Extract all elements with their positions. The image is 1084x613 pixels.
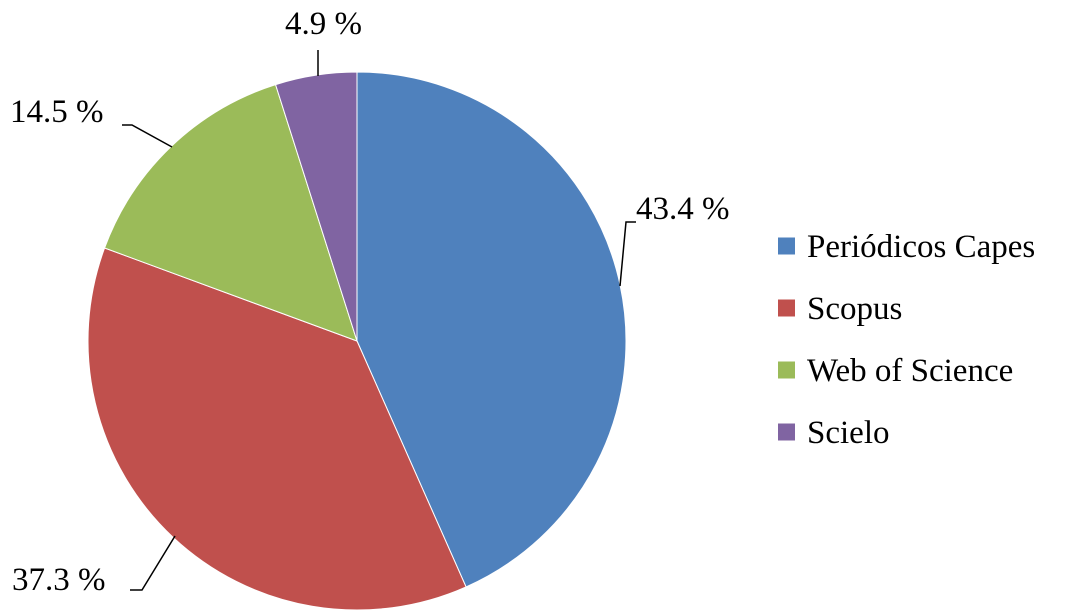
leader-line-web-of-science	[122, 124, 173, 148]
leader-line-scopus	[130, 535, 176, 591]
legend-swatch-scielo	[778, 423, 795, 441]
legend-swatch-periodicos-capes	[778, 237, 795, 255]
leader-lines	[122, 50, 636, 591]
legend-label-scielo: Scielo	[807, 415, 889, 451]
pie-slice-scielo	[274, 71, 358, 342]
legend-swatch-scopus	[778, 299, 795, 317]
legend-label-web-of-science: Web of Science	[807, 353, 1013, 389]
legend-label-periodicos-capes: Periódicos Capes	[807, 229, 1035, 265]
leader-line-periodicos-capes	[619, 221, 636, 287]
data-label-web-of-science: 14.5 %	[10, 94, 104, 130]
legend-swatch-web-of-science	[778, 361, 795, 379]
data-label-scopus: 37.3 %	[12, 562, 106, 598]
legend: Periódicos Capes Scopus Web of Science Scie…	[778, 229, 1035, 451]
pie-slice-scopus	[87, 247, 467, 611]
legend-label-scopus: Scopus	[807, 291, 902, 327]
data-labels: 43.4 % 37.3 % 14.5 % 4.9 %	[10, 6, 730, 598]
data-label-periodicos-capes: 43.4 %	[636, 191, 730, 227]
data-label-scielo: 4.9 %	[285, 6, 362, 42]
pie-slices	[87, 71, 627, 611]
